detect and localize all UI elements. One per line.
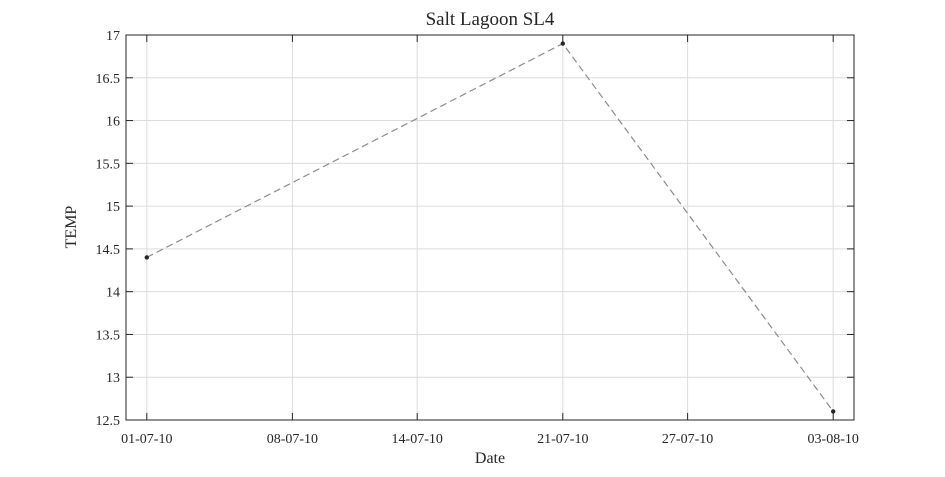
- tick-layer: 01-07-10 08-07-10 14-07-10 21-07-10 27-07-10…: [96, 29, 859, 447]
- y-tick-label: 12.5: [96, 414, 121, 429]
- data-point: [831, 409, 836, 414]
- y-axis-label: TEMP: [63, 206, 80, 249]
- x-tick-label: 01-07-10: [121, 432, 172, 447]
- plot-frame: [125, 34, 855, 421]
- chart-title: Salt Lagoon SL4: [426, 9, 555, 30]
- y-tick-label: 14: [106, 286, 120, 301]
- y-tick-label: 15: [106, 200, 120, 215]
- y-tick-label: 14.5: [96, 243, 121, 258]
- y-tick-label: 13.5: [96, 328, 121, 343]
- x-tick-label: 14-07-10: [392, 432, 443, 447]
- data-point: [144, 255, 149, 260]
- y-tick-label: 13: [106, 371, 120, 386]
- y-tick-label: 16: [106, 115, 120, 130]
- x-tick-label: 27-07-10: [662, 432, 713, 447]
- x-axis-label: Date: [475, 450, 505, 467]
- data-point: [560, 41, 565, 46]
- x-tick-label: 03-08-10: [808, 432, 859, 447]
- y-tick-label: 17: [106, 29, 120, 44]
- series-layer: [144, 41, 836, 414]
- y-tick-label: 15.5: [96, 157, 121, 172]
- x-tick-label: 21-07-10: [537, 432, 588, 447]
- x-tick-label: 08-07-10: [267, 432, 318, 447]
- y-tick-label: 16.5: [96, 72, 121, 87]
